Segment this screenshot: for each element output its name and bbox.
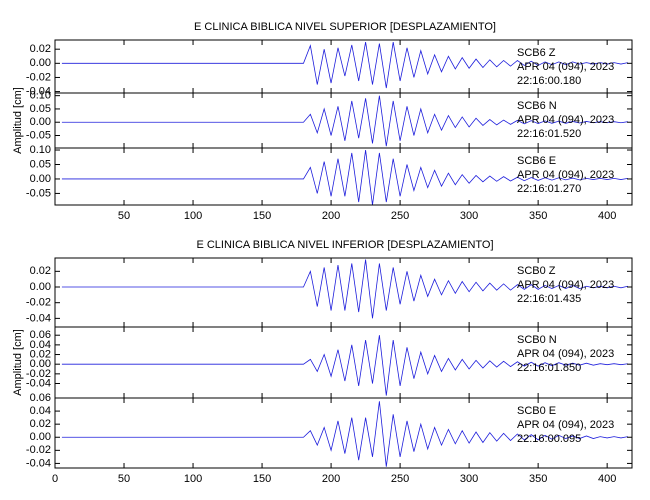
station-label: SCB0 N — [517, 334, 557, 346]
x-tick-label: 250 — [391, 473, 409, 485]
y-tick-label: -0.04 — [26, 85, 51, 97]
date-label: APR 04 (094), 2023 — [517, 419, 614, 431]
y-tick-label: -0.02 — [26, 444, 51, 456]
y-tick-label: 0.02 — [30, 265, 51, 277]
y-tick-label: -0.02 — [26, 297, 51, 309]
station-label: SCB6 N — [517, 100, 557, 112]
waveform — [61, 42, 628, 89]
y-tick-label: 0.00 — [30, 57, 51, 69]
waveform — [61, 401, 628, 467]
station-label: SCB6 Z — [517, 47, 556, 59]
time-label: 22:16:01.850 — [517, 362, 581, 374]
x-tick-label: 200 — [322, 210, 340, 222]
time-label: 22:16:01.435 — [517, 293, 581, 305]
waveform — [61, 335, 628, 396]
y-tick-label: -0.05 — [26, 129, 51, 141]
station-label: SCB0 Z — [517, 265, 556, 277]
y-tick-label: -0.04 — [26, 377, 51, 389]
y-tick-label: -0.02 — [26, 71, 51, 83]
y-tick-label: -0.04 — [26, 312, 51, 324]
x-tick-label: 150 — [253, 473, 271, 485]
y-tick-label: 0.10 — [30, 90, 51, 102]
y-tick-label: -0.04 — [26, 457, 51, 469]
x-tick-label: 400 — [598, 210, 616, 222]
y-tick-label: 0.04 — [30, 339, 51, 351]
x-tick-label: 250 — [391, 210, 409, 222]
date-label: APR 04 (094), 2023 — [517, 61, 614, 73]
time-label: 22:16:01.270 — [517, 183, 581, 195]
y-tick-label: 0.05 — [30, 158, 51, 170]
y-tick-label: 0.00 — [30, 173, 51, 185]
x-tick-label: 150 — [253, 210, 271, 222]
panel-frame — [54, 147, 633, 206]
y-tick-label: 0.06 — [30, 392, 51, 404]
waveform — [61, 149, 628, 205]
y-tick-label: 0.05 — [30, 103, 51, 115]
x-tick-label: 300 — [460, 473, 478, 485]
x-tick-label: 0 — [52, 473, 58, 485]
y-tick-label: 0.02 — [30, 418, 51, 430]
panel-frame — [54, 397, 633, 469]
station-label: SCB0 E — [517, 405, 556, 417]
y-tick-label: 0.00 — [30, 358, 51, 370]
y-tick-label: -0.05 — [26, 187, 51, 199]
date-label: APR 04 (094), 2023 — [517, 114, 614, 126]
x-tick-label: 100 — [184, 473, 202, 485]
y-tick-label: 0.06 — [30, 329, 51, 341]
x-tick-label: 350 — [529, 210, 547, 222]
y-tick-label: -0.02 — [26, 368, 51, 380]
x-tick-label: 100 — [184, 210, 202, 222]
date-label: APR 04 (094), 2023 — [517, 279, 614, 291]
time-label: 22:16:00.180 — [517, 75, 581, 87]
x-tick-label: 400 — [598, 473, 616, 485]
y-tick-label: 0.02 — [30, 348, 51, 360]
x-tick-label: 300 — [460, 210, 478, 222]
waveform — [61, 95, 628, 147]
y-tick-label: 0.00 — [30, 116, 51, 128]
y-axis-label: Amplitud [cm] — [12, 329, 24, 396]
time-label: 22:16:01.520 — [517, 128, 581, 140]
x-tick-label: 350 — [529, 473, 547, 485]
y-tick-label: 0.00 — [30, 431, 51, 443]
chart-title: E CLINICA BIBLICA NIVEL SUPERIOR [DESPLA… — [194, 21, 496, 33]
x-tick-label: 200 — [322, 473, 340, 485]
x-tick-label: 50 — [118, 473, 130, 485]
y-tick-label: 0.00 — [30, 281, 51, 293]
y-tick-label: 0.04 — [30, 405, 51, 417]
waveform — [61, 259, 628, 319]
date-label: APR 04 (094), 2023 — [517, 169, 614, 181]
station-label: SCB6 E — [517, 155, 556, 167]
x-tick-label: 50 — [118, 210, 130, 222]
y-tick-label: 0.10 — [30, 144, 51, 156]
y-tick-label: 0.02 — [30, 43, 51, 55]
date-label: APR 04 (094), 2023 — [517, 348, 614, 360]
time-label: 22:16:00.095 — [517, 433, 581, 445]
chart-title: E CLINICA BIBLICA NIVEL INFERIOR [DESPLA… — [196, 239, 493, 251]
y-axis-label: Amplitud [cm] — [12, 87, 24, 154]
